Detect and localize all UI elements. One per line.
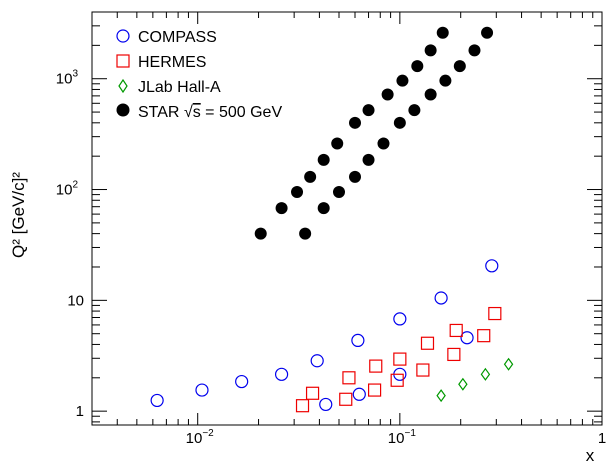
point-compass — [195, 383, 209, 397]
y-tick-label: 103 — [56, 69, 79, 88]
point-hermes — [339, 392, 353, 406]
point-star — [481, 26, 494, 39]
legend-label-star: STAR √s = 500 GeV — [138, 104, 282, 121]
point-star — [304, 170, 317, 183]
point-star — [377, 137, 390, 150]
point-compass — [351, 333, 365, 348]
point-compass — [319, 397, 333, 412]
legend-label-compass: COMPASS — [138, 29, 217, 46]
point-star — [424, 88, 437, 101]
point-compass — [150, 393, 164, 408]
legend-label-hermes: HERMES — [138, 54, 206, 71]
y-tick-label: 10 — [67, 292, 84, 309]
legend: COMPASS HERMES JLab Hall-A STAR √s = 500… — [116, 29, 282, 121]
point-hermes — [393, 352, 407, 366]
data-points — [150, 26, 514, 413]
x-axis-label: x — [586, 446, 595, 464]
legend-entry-jlab: JLab Hall-A — [118, 78, 221, 96]
x-tick-label: 1 — [598, 430, 606, 447]
point-star — [362, 153, 375, 166]
plot-frame — [91, 11, 603, 426]
axis-ticks — [91, 11, 603, 425]
legend-label-star-energy: = 500 GeV — [201, 104, 283, 121]
y-tick-label-base: 10 — [56, 182, 73, 199]
point-compass — [274, 367, 289, 381]
point-star — [349, 116, 362, 129]
point-jlab-hall-a — [436, 389, 446, 403]
x-tick-label: 10−1 — [388, 428, 417, 447]
point-jlab-hall-a — [480, 367, 491, 381]
x-tick-label-base: 10 — [388, 430, 405, 447]
legend-marker-jlab — [118, 78, 128, 94]
point-hermes — [295, 399, 310, 413]
y-tick-label-exponent: 2 — [72, 180, 78, 191]
point-hermes — [449, 323, 463, 338]
point-star — [299, 227, 312, 240]
point-star — [317, 202, 330, 215]
point-compass — [235, 374, 249, 389]
point-star — [396, 74, 409, 87]
point-star — [331, 137, 344, 150]
point-star — [332, 185, 345, 198]
legend-marker-hermes — [116, 54, 130, 68]
x-tick-label-base: 1 — [598, 430, 606, 447]
point-hermes — [369, 359, 383, 373]
legend-entry-star: STAR √s = 500 GeV — [116, 103, 282, 121]
point-hermes — [477, 329, 491, 343]
y-tick-label: 102 — [56, 180, 79, 199]
point-compass — [310, 354, 324, 368]
point-hermes — [447, 347, 461, 362]
point-hermes — [416, 363, 430, 377]
y-tick-label-base: 10 — [67, 292, 84, 309]
point-star — [275, 202, 288, 215]
legend-label-jlab: JLab Hall-A — [138, 79, 221, 96]
point-compass — [393, 312, 407, 326]
point-hermes — [390, 373, 404, 387]
y-tick-label-base: 10 — [56, 71, 73, 88]
x-tick-label-exponent: −2 — [202, 428, 214, 439]
legend-label-star-name: STAR — [138, 104, 184, 121]
point-star — [408, 104, 421, 117]
point-star — [317, 153, 330, 166]
point-hermes — [305, 386, 320, 400]
point-hermes — [367, 383, 382, 397]
point-star — [453, 60, 466, 73]
point-star — [468, 44, 481, 57]
point-star — [291, 185, 304, 198]
point-star — [254, 227, 267, 240]
x-tick-label-base: 10 — [186, 430, 203, 447]
point-hermes — [420, 336, 435, 350]
point-star — [439, 74, 452, 87]
x-tick-label-exponent: −1 — [404, 428, 416, 439]
x-tick-label: 10−2 — [186, 428, 215, 447]
legend-entry-compass: COMPASS — [116, 29, 217, 46]
y-tick-label: 1 — [76, 403, 84, 420]
point-star — [424, 44, 437, 57]
point-compass — [352, 387, 366, 401]
point-hermes — [488, 306, 502, 321]
y-tick-label-base: 1 — [76, 403, 84, 420]
point-compass — [460, 331, 474, 345]
point-star — [349, 170, 362, 183]
y-tick-label-exponent: 3 — [72, 69, 78, 80]
point-star — [411, 60, 424, 73]
legend-entry-hermes: HERMES — [116, 54, 206, 71]
point-jlab-hall-a — [458, 377, 468, 391]
point-star — [362, 104, 375, 117]
point-star — [436, 26, 449, 39]
point-jlab-hall-a — [503, 357, 514, 371]
point-star — [393, 116, 406, 129]
legend-label-star-arg: s — [193, 104, 201, 121]
legend-marker-compass — [116, 29, 130, 43]
point-compass — [434, 291, 448, 305]
point-star — [381, 88, 394, 101]
legend-label-star-root: √ — [184, 104, 193, 121]
point-compass — [485, 259, 499, 273]
y-axis-label: Q² [GeV/c]² — [9, 172, 28, 258]
point-hermes — [342, 371, 356, 385]
legend-marker-star — [116, 103, 130, 117]
x-tick-labels: 10−2 10−1 1 — [186, 428, 607, 447]
